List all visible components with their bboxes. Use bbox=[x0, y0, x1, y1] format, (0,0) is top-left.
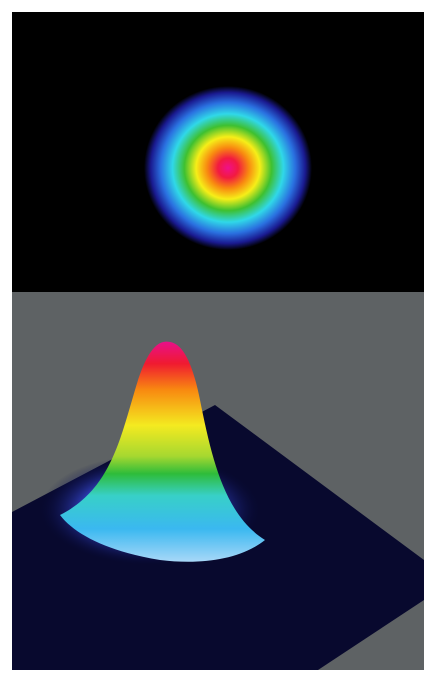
beam-profile-image bbox=[0, 0, 436, 681]
beam-spot bbox=[144, 86, 312, 250]
page bbox=[0, 0, 436, 681]
